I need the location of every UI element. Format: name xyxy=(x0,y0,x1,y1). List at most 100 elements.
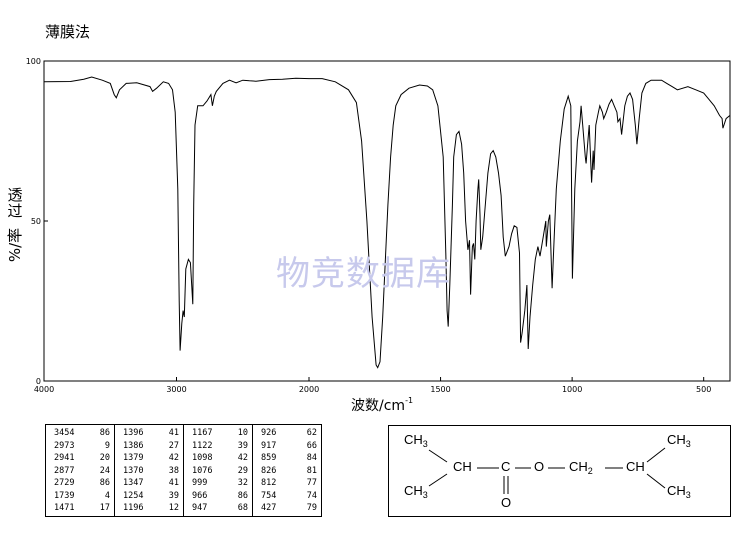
peak-table-row: 1167 10 xyxy=(184,427,252,440)
ch3-bottom-right: CH3 xyxy=(667,483,691,500)
x-tick-label: 1000 xyxy=(562,385,582,394)
page-title: 薄膜法 xyxy=(45,23,91,41)
x-tick-label: 2000 xyxy=(299,385,319,394)
ch-right: CH xyxy=(626,459,645,474)
peak-table-row: 2973 9 xyxy=(46,440,114,453)
peak-transmittance: 10 xyxy=(237,428,248,438)
peak-table-row: 1379 42 xyxy=(115,452,183,465)
ch3-top-right: CH3 xyxy=(667,432,691,449)
carbonyl-carbon: C xyxy=(501,459,511,474)
peak-wavenumber: 926 xyxy=(261,428,277,438)
peak-wavenumber: 1379 xyxy=(123,453,144,463)
structure-bonds xyxy=(428,447,666,494)
peak-transmittance: 9 xyxy=(104,440,110,451)
peak-wavenumber: 999 xyxy=(192,478,208,488)
peak-transmittance: 62 xyxy=(306,428,317,438)
peak-table: 3454 86 2973 9 2941 20 2877 24 2729 86 1739 4 1471 17… xyxy=(45,424,322,517)
chemical-structure: CH3 CH3 CH C O O CH2 CH CH3 CH3 xyxy=(388,425,731,517)
x-axis-title: 波数/cm-1 xyxy=(351,395,413,415)
peak-transmittance: 66 xyxy=(306,440,317,451)
peak-table-row: 1347 41 xyxy=(115,477,183,490)
peak-transmittance: 39 xyxy=(168,490,179,501)
x-axis-ticks: 4000 3000 2000 1500 1000 500 xyxy=(34,377,711,394)
peak-wavenumber: 1370 xyxy=(123,465,144,476)
x-axis-title-sup: -1 xyxy=(405,396,414,405)
peak-wavenumber: 1098 xyxy=(192,453,213,463)
peak-table-row: 1098 42 xyxy=(184,452,252,465)
peak-table-row: 3454 86 xyxy=(46,427,114,440)
carbonyl-oxygen: O xyxy=(501,495,512,510)
y-tick-label: 0 xyxy=(36,377,41,386)
peak-table-row: 966 86 xyxy=(184,490,252,503)
peak-wavenumber: 947 xyxy=(192,503,208,513)
peak-wavenumber: 1196 xyxy=(123,503,144,513)
peak-transmittance: 4 xyxy=(104,490,110,501)
peak-transmittance: 79 xyxy=(306,503,317,513)
peak-table-row: 427 79 xyxy=(253,502,321,515)
peak-table-column: 926 62 917 66 859 84 826 81 812 77 754 74 427 79 xyxy=(252,425,321,516)
x-tick-label: 4000 xyxy=(34,385,54,394)
peak-table-column: 3454 86 2973 9 2941 20 2877 24 2729 86 1739 4 1471 17 xyxy=(46,425,114,516)
peak-transmittance: 81 xyxy=(306,465,317,476)
peak-table-row: 1370 38 xyxy=(115,465,183,478)
ch3-bottom-left: CH3 xyxy=(404,483,428,500)
peak-wavenumber: 2973 xyxy=(54,440,75,451)
peak-transmittance: 86 xyxy=(99,478,110,488)
peak-wavenumber: 427 xyxy=(261,503,277,513)
peak-table-row: 812 77 xyxy=(253,477,321,490)
peak-wavenumber: 1347 xyxy=(123,478,144,488)
y-axis-title-rotated: %/率 xyxy=(6,228,24,262)
peak-wavenumber: 1471 xyxy=(54,503,75,513)
peak-wavenumber: 3454 xyxy=(54,428,75,438)
peak-transmittance: 77 xyxy=(306,478,317,488)
peak-table-row: 1254 39 xyxy=(115,490,183,503)
peak-transmittance: 27 xyxy=(168,440,179,451)
x-tick-label: 3000 xyxy=(166,385,186,394)
peak-transmittance: 20 xyxy=(99,453,110,463)
y-axis-title-char: 过 xyxy=(7,202,22,220)
peak-wavenumber: 826 xyxy=(261,465,277,476)
peak-transmittance: 24 xyxy=(99,465,110,476)
peak-wavenumber: 754 xyxy=(261,490,277,501)
peak-wavenumber: 859 xyxy=(261,453,277,463)
peak-table-row: 2877 24 xyxy=(46,465,114,478)
y-tick-label: 100 xyxy=(26,57,41,66)
peak-table-row: 947 68 xyxy=(184,502,252,515)
x-tick-label: 1500 xyxy=(430,385,450,394)
peak-table-row: 754 74 xyxy=(253,490,321,503)
y-axis-title: 透过 %/率 xyxy=(6,186,24,262)
peak-table-row: 2941 20 xyxy=(46,452,114,465)
peak-table-column: 1396 41 1386 27 1379 42 1370 38 1347 41 1254 39 1196… xyxy=(114,425,183,516)
peak-transmittance: 74 xyxy=(306,490,317,501)
peak-wavenumber: 917 xyxy=(261,440,277,451)
peak-wavenumber: 2941 xyxy=(54,453,75,463)
peak-wavenumber: 1122 xyxy=(192,440,213,451)
ester-oxygen: O xyxy=(534,459,545,474)
x-tick-label: 500 xyxy=(696,385,711,394)
peak-wavenumber: 812 xyxy=(261,478,277,488)
peak-wavenumber: 2729 xyxy=(54,478,75,488)
ch2: CH2 xyxy=(569,459,593,476)
y-axis-ticks: 100 50 0 xyxy=(26,57,48,386)
peak-wavenumber: 1167 xyxy=(192,428,213,438)
peak-transmittance: 32 xyxy=(237,478,248,488)
peak-table-row: 2729 86 xyxy=(46,477,114,490)
peak-transmittance: 29 xyxy=(237,465,248,476)
peak-table-row: 1471 17 xyxy=(46,502,114,515)
peak-table-row: 1196 12 xyxy=(115,502,183,515)
y-axis-title-char: 透 xyxy=(7,186,22,204)
x-axis-title-text: 波数/cm xyxy=(351,398,406,414)
peak-table-row: 1386 27 xyxy=(115,440,183,453)
peak-transmittance: 68 xyxy=(237,503,248,513)
ch-left: CH xyxy=(453,459,472,474)
peak-transmittance: 42 xyxy=(237,453,248,463)
ch3-top-left: CH3 xyxy=(404,432,428,449)
peak-transmittance: 38 xyxy=(168,465,179,476)
peak-wavenumber: 2877 xyxy=(54,465,75,476)
peak-table-row: 926 62 xyxy=(253,427,321,440)
peak-wavenumber: 1254 xyxy=(123,490,144,501)
peak-transmittance: 12 xyxy=(168,503,179,513)
peak-wavenumber: 1396 xyxy=(123,428,144,438)
peak-table-row: 999 32 xyxy=(184,477,252,490)
